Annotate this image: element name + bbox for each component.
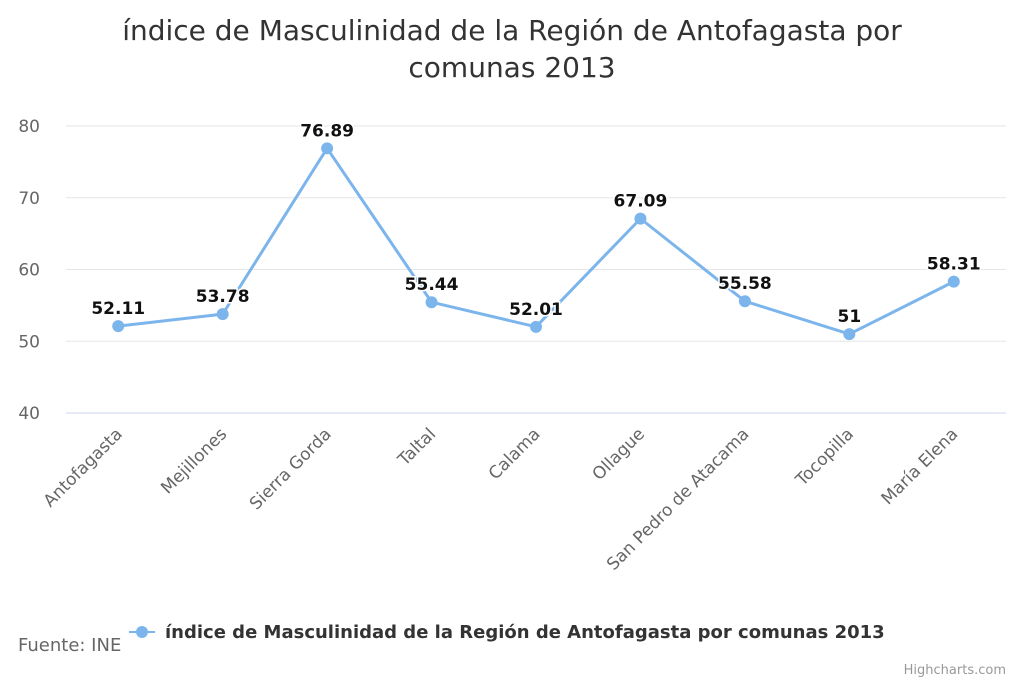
x-tick-label: Sierra Gorda (246, 424, 336, 514)
data-label: 55.44 (405, 275, 459, 295)
source-note: Fuente: INE (18, 635, 121, 656)
data-label: 67.09 (614, 192, 668, 212)
x-tick-label: María Elena (878, 424, 963, 509)
x-tick-label: Antofagasta (40, 424, 127, 511)
data-point[interactable] (947, 275, 960, 288)
data-point[interactable] (738, 295, 751, 308)
data-point[interactable] (843, 328, 856, 341)
data-point[interactable] (634, 212, 647, 225)
y-tick-label: 40 (18, 404, 40, 424)
x-tick-label: Tocopilla (791, 424, 857, 490)
data-label: 53.78 (196, 287, 250, 307)
gridlines (66, 125, 1006, 414)
y-tick-label: 70 (18, 189, 40, 209)
chart-title-line-1: índice de Masculinidad de la Región de A… (122, 14, 902, 47)
legend-marker-icon (136, 626, 148, 638)
chart-title-line-2: comunas 2013 (408, 51, 615, 84)
legend[interactable]: índice de Masculinidad de la Región de A… (129, 622, 885, 643)
y-tick-label: 80 (18, 117, 40, 137)
x-tick-label: Calama (485, 424, 545, 484)
x-tick-label: Taltal (394, 424, 440, 470)
data-label: 76.89 (300, 121, 354, 141)
data-label: 52.11 (91, 299, 145, 319)
x-tick-label: Mejillones (157, 424, 231, 498)
x-axis-ticks: Antofagasta Mejillones Sierra Gorda Taltal C… (40, 424, 963, 574)
y-axis-ticks: 40 50 60 70 80 (18, 117, 40, 424)
data-point[interactable] (112, 320, 125, 333)
series-group (112, 142, 960, 341)
data-label: 52.01 (509, 300, 563, 320)
credits-link[interactable]: Highcharts.com (904, 663, 1006, 678)
y-tick-label: 60 (18, 261, 40, 281)
x-tick-label: Ollague (589, 424, 649, 484)
data-point[interactable] (530, 320, 542, 333)
data-label: 58.31 (927, 255, 981, 275)
data-label: 51 (837, 307, 861, 327)
data-point[interactable] (216, 308, 229, 321)
data-point[interactable] (425, 296, 438, 309)
data-labels: 52.11 53.78 76.89 55.44 52.01 67.09 55.58 51 58.… (90, 120, 982, 329)
data-label: 55.58 (718, 274, 772, 294)
y-tick-label: 50 (18, 332, 40, 352)
legend-label: índice de Masculinidad de la Región de A… (165, 622, 885, 643)
data-point[interactable] (321, 142, 334, 155)
